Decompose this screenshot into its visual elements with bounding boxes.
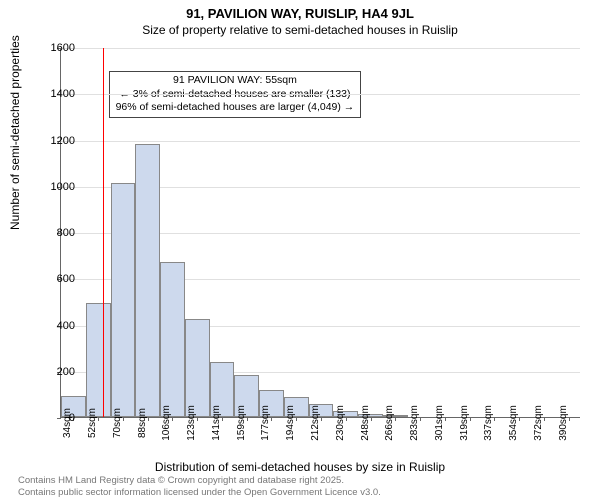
xtick-label: 177sqm <box>260 405 271 441</box>
xtick-label: 70sqm <box>112 408 123 438</box>
xtick-label: 319sqm <box>459 405 470 441</box>
ytick-label: 600 <box>35 273 75 285</box>
xtick-mark <box>271 417 272 421</box>
chart-subtitle: Size of property relative to semi-detach… <box>0 23 600 37</box>
xtick-label: 123sqm <box>186 405 197 441</box>
ytick-label: 1600 <box>35 42 75 54</box>
xtick-label: 337sqm <box>483 405 494 441</box>
gridline <box>61 94 580 95</box>
annotation-line1: 91 PAVILION WAY: 55sqm <box>116 74 355 88</box>
xtick-label: 52sqm <box>87 408 98 438</box>
ytick-label: 1000 <box>35 181 75 193</box>
xtick-label: 141sqm <box>211 405 222 441</box>
histogram-bar <box>86 303 111 417</box>
xtick-mark <box>321 417 322 421</box>
ytick-label: 1200 <box>35 135 75 147</box>
xtick-mark <box>123 417 124 421</box>
xtick-label: 248sqm <box>360 405 371 441</box>
xtick-label: 372sqm <box>533 405 544 441</box>
gridline <box>61 48 580 49</box>
footer-line2: Contains public sector information licen… <box>18 487 381 498</box>
ytick-label: 800 <box>35 227 75 239</box>
xtick-mark <box>197 417 198 421</box>
ytick-label: 0 <box>35 412 75 424</box>
histogram-bar <box>111 183 136 417</box>
x-axis-label: Distribution of semi-detached houses by … <box>0 460 600 474</box>
xtick-label: 106sqm <box>161 405 172 441</box>
xtick-label: 212sqm <box>310 405 321 441</box>
y-axis-label: Number of semi-detached properties <box>8 35 22 230</box>
histogram-bar <box>185 319 210 417</box>
gridline <box>61 141 580 142</box>
xtick-label: 354sqm <box>508 405 519 441</box>
xtick-label: 301sqm <box>434 405 445 441</box>
footer-line1: Contains HM Land Registry data © Crown c… <box>18 475 381 486</box>
ytick-label: 400 <box>35 320 75 332</box>
xtick-mark <box>420 417 421 421</box>
xtick-mark <box>296 417 297 421</box>
xtick-mark <box>172 417 173 421</box>
annotation-line3: 96% of semi-detached houses are larger (… <box>116 101 355 115</box>
chart-plot-area: 91 PAVILION WAY: 55sqm ← 3% of semi-deta… <box>60 48 580 418</box>
histogram-bar <box>135 144 160 417</box>
ytick-label: 1400 <box>35 88 75 100</box>
footer-attribution: Contains HM Land Registry data © Crown c… <box>18 475 381 498</box>
marker-line <box>103 48 104 417</box>
xtick-mark <box>222 417 223 421</box>
ytick-label: 200 <box>35 366 75 378</box>
xtick-mark <box>494 417 495 421</box>
xtick-label: 390sqm <box>558 405 569 441</box>
xtick-label: 230sqm <box>335 405 346 441</box>
chart-title: 91, PAVILION WAY, RUISLIP, HA4 9JL <box>0 6 600 21</box>
xtick-mark <box>519 417 520 421</box>
xtick-label: 283sqm <box>409 405 420 441</box>
title-block: 91, PAVILION WAY, RUISLIP, HA4 9JL Size … <box>0 0 600 37</box>
histogram-bar <box>160 262 185 417</box>
xtick-mark <box>395 417 396 421</box>
xtick-label: 194sqm <box>285 405 296 441</box>
xtick-label: 88sqm <box>137 408 148 438</box>
xtick-label: 266sqm <box>384 405 395 441</box>
xtick-mark <box>98 417 99 421</box>
xtick-label: 159sqm <box>236 405 247 441</box>
